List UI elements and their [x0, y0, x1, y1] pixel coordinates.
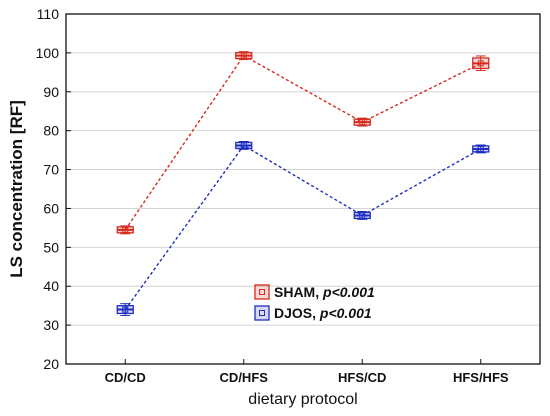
- x-tick-label: CD/CD: [105, 370, 146, 385]
- legend-separator: ,: [315, 284, 323, 300]
- legend-label: SHAM, p<0.001: [274, 284, 375, 300]
- y-tick-label: 50: [43, 239, 59, 255]
- y-tick-label: 20: [43, 356, 59, 372]
- y-tick-label: 70: [43, 162, 59, 178]
- legend-swatch-marker: [259, 310, 265, 316]
- x-tick-label: HFS/CD: [338, 370, 386, 385]
- series-djos: [116, 141, 490, 316]
- y-axis: 20 30 40 50 60 70 80 90 100 110: [36, 6, 71, 372]
- legend-label: DJOS, p<0.001: [274, 305, 372, 321]
- legend-series-name: DJOS: [274, 305, 312, 321]
- x-tick-label: CD/HFS: [220, 370, 269, 385]
- x-tick-label: HFS/HFS: [453, 370, 509, 385]
- legend-swatch-marker: [259, 289, 265, 295]
- legend-item-djos: DJOS, p<0.001: [254, 305, 372, 321]
- plot-frame: [65, 13, 541, 365]
- y-tick-label: 40: [43, 278, 59, 294]
- y-tick-label: 30: [43, 317, 59, 333]
- y-tick-label: 60: [43, 200, 59, 216]
- series-sham: [116, 51, 490, 235]
- x-axis: CD/CD CD/HFS HFS/CD HFS/HFS: [105, 359, 509, 385]
- legend-stat: p<0.001: [322, 284, 375, 300]
- y-axis-title: LS concentration [RF]: [7, 100, 26, 278]
- legend-series-name: SHAM: [274, 284, 315, 300]
- legend-swatch: [254, 284, 270, 300]
- series-line: [124, 144, 482, 310]
- x-axis-title: dietary protocol: [248, 391, 357, 408]
- y-tick-label: 100: [36, 45, 60, 61]
- legend-separator: ,: [312, 305, 320, 321]
- legend-swatch: [254, 305, 270, 321]
- legend-stat: p<0.001: [319, 305, 372, 321]
- series-layer: [116, 51, 490, 316]
- y-tick-label: 110: [37, 6, 60, 22]
- legend-item-sham: SHAM, p<0.001: [254, 284, 375, 300]
- y-tick-label: 80: [43, 123, 59, 139]
- series-line: [124, 54, 482, 231]
- y-tick-label: 90: [43, 84, 59, 100]
